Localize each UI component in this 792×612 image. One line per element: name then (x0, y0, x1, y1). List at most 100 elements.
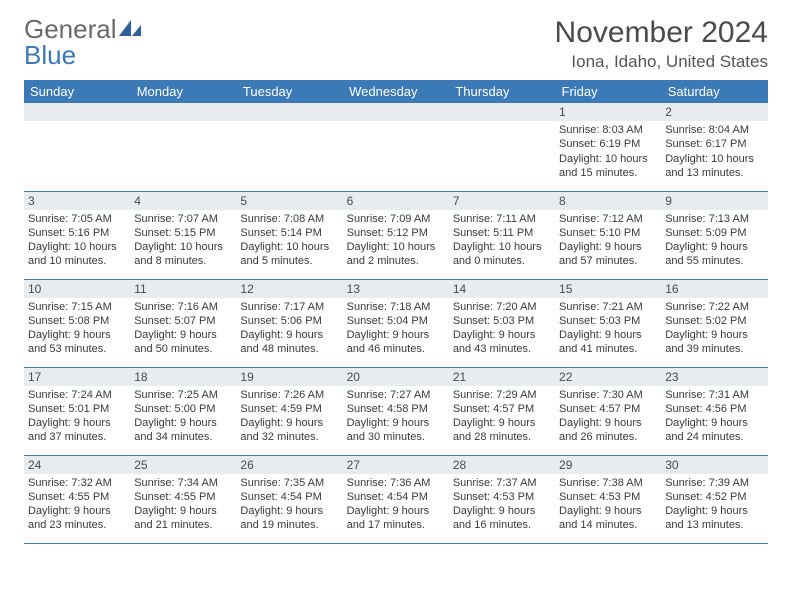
day-line: and 15 minutes. (559, 166, 657, 180)
day-line: Sunrise: 7:31 AM (665, 388, 763, 402)
day-line: and 8 minutes. (134, 254, 232, 268)
day-number: 18 (130, 368, 236, 386)
day-line: Sunset: 5:06 PM (240, 314, 338, 328)
day-body (343, 121, 449, 127)
day-line: and 34 minutes. (134, 430, 232, 444)
day-line: Daylight: 10 hours (28, 240, 126, 254)
day-number: 10 (24, 280, 130, 298)
day-number: 8 (555, 192, 661, 210)
day-line: Daylight: 9 hours (559, 328, 657, 342)
calendar-page: General Blue November 2024 Iona, Idaho, … (0, 0, 792, 544)
day-line: Sunrise: 7:24 AM (28, 388, 126, 402)
calendar-day-cell: 23Sunrise: 7:31 AMSunset: 4:56 PMDayligh… (661, 367, 767, 455)
day-body: Sunrise: 7:13 AMSunset: 5:09 PMDaylight:… (661, 210, 767, 273)
logo: General Blue (24, 16, 143, 68)
day-line: Sunset: 4:52 PM (665, 490, 763, 504)
calendar-day-cell: 16Sunrise: 7:22 AMSunset: 5:02 PMDayligh… (661, 279, 767, 367)
day-line: Sunrise: 7:22 AM (665, 300, 763, 314)
logo-word2: Blue (24, 40, 76, 70)
calendar-day-cell: 28Sunrise: 7:37 AMSunset: 4:53 PMDayligh… (449, 455, 555, 543)
day-line: Daylight: 9 hours (134, 504, 232, 518)
day-line: and 19 minutes. (240, 518, 338, 532)
day-number: 30 (661, 456, 767, 474)
day-line: Sunset: 5:15 PM (134, 226, 232, 240)
day-line: Daylight: 10 hours (347, 240, 445, 254)
day-body: Sunrise: 7:26 AMSunset: 4:59 PMDaylight:… (236, 386, 342, 449)
day-line: Daylight: 9 hours (347, 416, 445, 430)
day-line: Sunrise: 7:25 AM (134, 388, 232, 402)
weekday-header: Wednesday (343, 80, 449, 103)
calendar-day-cell: 27Sunrise: 7:36 AMSunset: 4:54 PMDayligh… (343, 455, 449, 543)
calendar-day-cell: 21Sunrise: 7:29 AMSunset: 4:57 PMDayligh… (449, 367, 555, 455)
day-body (449, 121, 555, 127)
day-line: Sunset: 4:54 PM (240, 490, 338, 504)
day-line: Daylight: 10 hours (559, 152, 657, 166)
day-line: Sunset: 6:17 PM (665, 137, 763, 151)
day-line: Sunset: 4:55 PM (134, 490, 232, 504)
day-line: and 24 minutes. (665, 430, 763, 444)
day-line: Sunset: 5:12 PM (347, 226, 445, 240)
day-number: 28 (449, 456, 555, 474)
calendar-day-cell: 26Sunrise: 7:35 AMSunset: 4:54 PMDayligh… (236, 455, 342, 543)
day-line: and 37 minutes. (28, 430, 126, 444)
day-line: Sunrise: 7:20 AM (453, 300, 551, 314)
day-body: Sunrise: 8:03 AMSunset: 6:19 PMDaylight:… (555, 121, 661, 184)
day-line: and 41 minutes. (559, 342, 657, 356)
day-body (130, 121, 236, 127)
day-line: Daylight: 9 hours (453, 416, 551, 430)
calendar-day-cell: 15Sunrise: 7:21 AMSunset: 5:03 PMDayligh… (555, 279, 661, 367)
day-line: and 23 minutes. (28, 518, 126, 532)
logo-text: General Blue (24, 16, 143, 68)
day-line: Sunrise: 7:37 AM (453, 476, 551, 490)
day-number: 13 (343, 280, 449, 298)
day-line: and 55 minutes. (665, 254, 763, 268)
day-line: Sunrise: 7:38 AM (559, 476, 657, 490)
day-line: Sunrise: 7:30 AM (559, 388, 657, 402)
day-body: Sunrise: 7:16 AMSunset: 5:07 PMDaylight:… (130, 298, 236, 361)
day-body: Sunrise: 7:11 AMSunset: 5:11 PMDaylight:… (449, 210, 555, 273)
day-line: Sunset: 5:07 PM (134, 314, 232, 328)
calendar-week-row: 1Sunrise: 8:03 AMSunset: 6:19 PMDaylight… (24, 103, 768, 191)
day-line: Sunrise: 7:26 AM (240, 388, 338, 402)
day-body: Sunrise: 7:07 AMSunset: 5:15 PMDaylight:… (130, 210, 236, 273)
day-number: 17 (24, 368, 130, 386)
day-body: Sunrise: 7:08 AMSunset: 5:14 PMDaylight:… (236, 210, 342, 273)
weekday-header: Thursday (449, 80, 555, 103)
day-number: 12 (236, 280, 342, 298)
day-number: 6 (343, 192, 449, 210)
day-line: Daylight: 10 hours (665, 152, 763, 166)
day-line: Sunrise: 7:09 AM (347, 212, 445, 226)
day-number: 1 (555, 103, 661, 121)
day-line: and 13 minutes. (665, 166, 763, 180)
day-line: Daylight: 9 hours (134, 328, 232, 342)
day-line: Sunrise: 7:39 AM (665, 476, 763, 490)
day-line: Sunrise: 7:08 AM (240, 212, 338, 226)
day-number (449, 103, 555, 121)
day-number: 27 (343, 456, 449, 474)
day-number: 26 (236, 456, 342, 474)
calendar-week-row: 24Sunrise: 7:32 AMSunset: 4:55 PMDayligh… (24, 455, 768, 543)
day-number: 23 (661, 368, 767, 386)
day-body: Sunrise: 7:21 AMSunset: 5:03 PMDaylight:… (555, 298, 661, 361)
location: Iona, Idaho, United States (555, 52, 768, 72)
day-line: Sunset: 4:59 PM (240, 402, 338, 416)
day-line: and 0 minutes. (453, 254, 551, 268)
day-number (130, 103, 236, 121)
day-line: Daylight: 10 hours (453, 240, 551, 254)
day-line: and 14 minutes. (559, 518, 657, 532)
calendar-day-cell: 7Sunrise: 7:11 AMSunset: 5:11 PMDaylight… (449, 191, 555, 279)
day-number: 7 (449, 192, 555, 210)
day-number: 14 (449, 280, 555, 298)
day-body: Sunrise: 7:32 AMSunset: 4:55 PMDaylight:… (24, 474, 130, 537)
calendar-day-cell: 14Sunrise: 7:20 AMSunset: 5:03 PMDayligh… (449, 279, 555, 367)
day-number: 21 (449, 368, 555, 386)
day-line: and 57 minutes. (559, 254, 657, 268)
calendar-day-cell: 6 Sunrise: 7:09 AMSunset: 5:12 PMDaylight… (343, 191, 449, 279)
calendar-day-cell: 30Sunrise: 7:39 AMSunset: 4:52 PMDayligh… (661, 455, 767, 543)
day-number: 9 (661, 192, 767, 210)
calendar-day-cell: 11Sunrise: 7:16 AMSunset: 5:07 PMDayligh… (130, 279, 236, 367)
day-line: Sunrise: 7:32 AM (28, 476, 126, 490)
calendar-day-cell: 3Sunrise: 7:05 AMSunset: 5:16 PMDaylight… (24, 191, 130, 279)
day-body: Sunrise: 7:15 AMSunset: 5:08 PMDaylight:… (24, 298, 130, 361)
day-body: Sunrise: 7:35 AMSunset: 4:54 PMDaylight:… (236, 474, 342, 537)
